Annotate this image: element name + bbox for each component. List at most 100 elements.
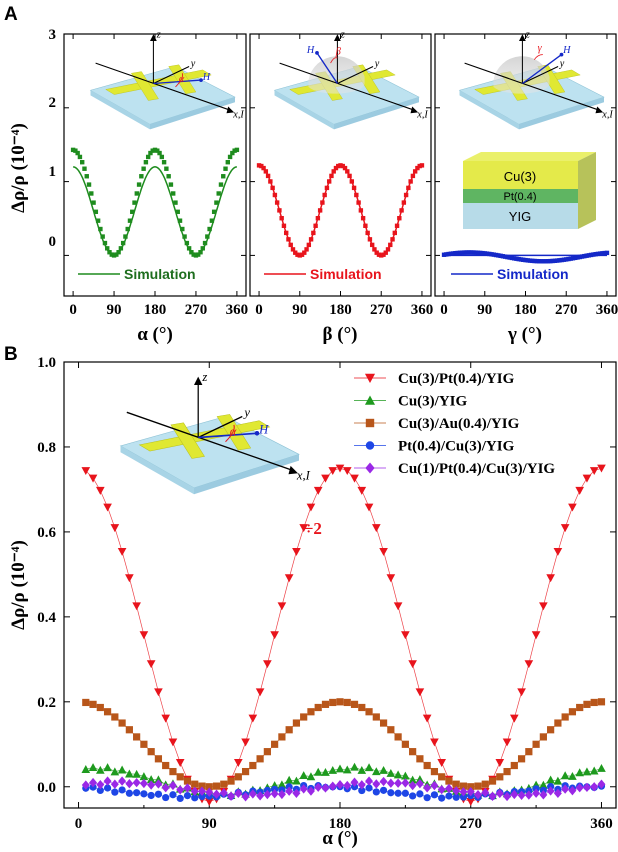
b-series-4-point	[321, 783, 330, 793]
b-series-2-point	[278, 733, 286, 741]
diagram-substrate	[119, 416, 300, 489]
diagram-substrate-edge	[334, 97, 419, 130]
a1-point	[234, 147, 240, 153]
a1-point	[225, 160, 230, 165]
b-series-0-point	[589, 467, 599, 476]
b-series-4-point	[503, 791, 512, 802]
a1-simulation-curve	[72, 166, 238, 257]
b-series-0-point	[233, 759, 243, 767]
a1-point	[152, 147, 158, 153]
a3-point	[570, 256, 576, 261]
b-series-3-point	[387, 789, 395, 797]
b-series-4-point	[285, 786, 294, 796]
b-series-4-point	[488, 791, 497, 802]
stack-top-face	[463, 152, 596, 161]
b-series-3-point	[118, 786, 126, 794]
b-series-2-point	[307, 708, 315, 716]
a1-point	[232, 148, 237, 153]
a1-point	[130, 209, 135, 215]
a1-point	[134, 191, 139, 196]
a1-point	[120, 240, 126, 246]
a3-point	[573, 255, 578, 261]
b-series-0-point	[582, 474, 592, 483]
b-series-1-point	[357, 766, 367, 774]
b-series-2-point	[271, 740, 279, 748]
b-series-1-point	[539, 780, 548, 789]
a3-point	[597, 251, 603, 256]
a3-point	[543, 259, 549, 264]
diagram-angle-label: γ	[538, 43, 543, 54]
diagram-x-arrow	[595, 106, 604, 114]
diagram-substrate-edge	[150, 97, 235, 130]
a1-point	[175, 209, 180, 215]
b-series-1-point	[110, 767, 120, 776]
b-xtick-180: 180	[329, 816, 352, 832]
stack-layer-pt	[463, 189, 578, 203]
b-series-line-2	[85, 701, 602, 788]
a3-point	[521, 257, 526, 262]
a3-point	[561, 257, 567, 262]
b-series-0-point	[313, 486, 323, 495]
diagram-a3: z y x,I Hγ	[458, 30, 613, 130]
b-series-1-point	[560, 771, 570, 780]
diagram-x-label: x,I	[416, 110, 428, 121]
b-series-2-point	[474, 782, 482, 790]
a3-point	[566, 256, 571, 262]
a1-point	[89, 191, 94, 196]
b-series-1-point	[371, 767, 381, 776]
a3-point	[514, 256, 519, 261]
a3-point	[505, 254, 510, 260]
b-series-4-point	[110, 779, 119, 789]
b-series-4-point	[89, 777, 98, 788]
b-series-0-point	[328, 467, 338, 476]
b-series-0-point	[524, 660, 534, 669]
diagram-x-arrow	[288, 465, 298, 475]
b-series-2-point	[583, 700, 591, 708]
b-series-2-point	[561, 713, 569, 721]
b-series-3-point	[147, 791, 155, 800]
a1-point	[227, 154, 233, 160]
diagram-z-arrow	[194, 376, 203, 385]
b-series-0-point	[509, 714, 519, 723]
b-series-2-point	[350, 700, 359, 708]
b-legend-marker-1	[364, 395, 376, 405]
b-series-2-point	[576, 703, 584, 712]
a1-point	[171, 191, 176, 196]
b-series-1-point	[597, 763, 606, 772]
a3-point	[534, 258, 540, 264]
b-series-4-point	[466, 786, 475, 797]
b-series-4-point	[256, 791, 265, 801]
diagram-z-arrow	[150, 34, 157, 41]
b-series-2-point	[336, 698, 344, 706]
b-series-2-point	[554, 719, 562, 727]
diagram-z-label: z	[201, 370, 207, 384]
a2-legend-label: Simulation	[310, 266, 382, 282]
b-series-2-point	[292, 719, 301, 727]
b-series-0-point	[299, 524, 309, 533]
b-series-4-point	[452, 786, 461, 796]
b-series-0-point	[437, 759, 447, 767]
a1-point	[86, 182, 92, 187]
b-series-0-point	[335, 464, 345, 473]
b-series-0-point	[415, 688, 425, 697]
b-series-4-point	[161, 783, 170, 793]
b-series-2-point	[430, 767, 439, 776]
b-series-0-point	[597, 464, 606, 473]
a3-point	[471, 250, 476, 255]
b-series-0-point	[95, 486, 105, 495]
b-series-4-point	[205, 787, 214, 797]
b-series-2-point	[205, 783, 213, 791]
a3-point	[502, 254, 508, 259]
diagram-x-label: x,I	[232, 110, 244, 121]
b-series-2-point	[467, 783, 475, 791]
b-series-2-point	[162, 761, 170, 770]
a3-point	[487, 251, 492, 257]
b-series-4-point	[103, 776, 112, 786]
a1-point	[150, 148, 155, 153]
b-series-2-point	[140, 740, 148, 748]
b-series-0-point	[270, 631, 279, 640]
a-ytick-3: 3	[49, 27, 57, 43]
b-series-0-point	[263, 660, 272, 669]
b-legend-marker-0	[364, 373, 376, 384]
b-series-1-point	[103, 763, 112, 772]
